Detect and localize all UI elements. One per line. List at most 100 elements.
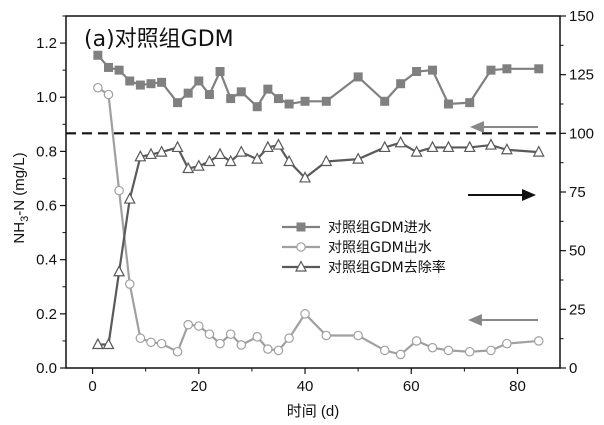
data-point — [284, 99, 294, 109]
data-point — [273, 345, 284, 356]
y2-tick-label: 100 — [569, 125, 594, 142]
series-1 — [93, 50, 544, 112]
data-point — [157, 77, 167, 87]
data-point — [114, 65, 124, 75]
plot-frame — [65, 15, 561, 369]
data-point — [427, 342, 438, 353]
data-point — [300, 96, 310, 106]
legend-item: 对照组GDM去除率 — [282, 259, 446, 276]
data-point — [394, 135, 407, 148]
series-2 — [93, 82, 544, 360]
annotation-arrows — [468, 121, 538, 326]
data-point — [442, 140, 455, 153]
x-tick-label: 60 — [403, 378, 420, 395]
data-point — [225, 329, 236, 339]
data-point — [428, 65, 438, 75]
x-tick-label: 20 — [190, 378, 207, 395]
arrow-left-bottom-head — [468, 314, 482, 326]
data-point — [284, 333, 294, 344]
data-point — [123, 192, 136, 204]
data-point — [146, 79, 156, 89]
series-group — [91, 50, 545, 360]
arrow-left-top-head — [470, 121, 484, 133]
data-point — [144, 147, 157, 160]
data-point — [299, 171, 312, 183]
data-point — [263, 84, 273, 94]
chart-title: (a)对照组GDM — [84, 27, 234, 52]
data-point — [103, 89, 114, 100]
data-point — [113, 264, 126, 277]
data-point — [533, 336, 544, 346]
data-point — [486, 65, 496, 75]
x-axis-title: 时间 (d) — [287, 403, 340, 420]
data-point — [91, 337, 104, 350]
y-tick-label: 0.6 — [36, 198, 57, 215]
data-point — [102, 337, 115, 350]
data-point — [500, 142, 513, 155]
data-point — [182, 161, 195, 174]
data-point — [193, 321, 204, 331]
legend-marker — [295, 260, 307, 272]
legend-item: 对照组GDM出水 — [282, 240, 432, 256]
y2-tick-label: 50 — [569, 243, 586, 260]
data-point — [380, 96, 390, 106]
data-point — [272, 138, 285, 150]
data-point — [183, 88, 193, 98]
data-point — [252, 102, 262, 112]
y-axis-title: NH3-N (mg/L) — [11, 152, 31, 243]
data-point — [532, 145, 545, 157]
legend-label: 对照组GDM去除率 — [328, 259, 446, 276]
data-point — [464, 346, 475, 357]
y2-tick-label: 150 — [569, 8, 594, 25]
data-point — [463, 140, 476, 153]
data-point — [502, 64, 512, 74]
data-point — [114, 185, 124, 196]
data-point — [173, 98, 183, 108]
legend-item: 对照组GDM进水 — [282, 220, 432, 236]
data-point — [534, 64, 544, 74]
data-point — [465, 98, 475, 108]
data-point — [412, 67, 422, 77]
data-point — [124, 279, 135, 289]
data-point — [203, 154, 216, 167]
y2-tick-label: 125 — [569, 67, 594, 84]
data-point — [183, 319, 193, 330]
data-point — [192, 159, 205, 171]
y-tick-label: 0.4 — [36, 252, 57, 269]
data-point — [146, 337, 156, 348]
data-point — [93, 82, 103, 93]
y-tick-label: 0.0 — [36, 360, 57, 377]
data-point — [502, 338, 512, 349]
data-point — [215, 338, 225, 349]
tick-marks: 0 20 40 60 80 0.0 0.2 0.4 0.6 0.8 1.0 1.2 0 25 50 75 100… — [36, 8, 594, 395]
data-point — [378, 140, 391, 153]
data-point — [353, 72, 363, 82]
data-point — [443, 99, 453, 109]
data-point — [486, 345, 496, 356]
data-point — [252, 332, 263, 342]
data-point — [395, 349, 406, 360]
data-point — [93, 50, 103, 60]
legend-label: 对照组GDM进水 — [328, 220, 432, 236]
legend-marker — [296, 222, 306, 232]
arrow-right-middle-head — [522, 189, 536, 201]
data-point — [379, 345, 390, 356]
data-point — [261, 140, 274, 153]
data-point — [226, 94, 236, 104]
data-point — [263, 344, 273, 354]
series-3 — [91, 135, 545, 350]
x-tick-label: 0 — [88, 378, 96, 395]
data-point — [172, 346, 183, 357]
legend-marker — [296, 242, 306, 252]
data-point — [273, 94, 283, 104]
data-point — [283, 154, 296, 167]
data-point — [135, 333, 146, 344]
data-point — [214, 147, 227, 160]
series-line — [97, 141, 539, 346]
data-point — [103, 62, 113, 72]
legend-label: 对照组GDM出水 — [328, 240, 432, 256]
x-tick-label: 40 — [297, 378, 314, 395]
data-point — [155, 145, 168, 157]
